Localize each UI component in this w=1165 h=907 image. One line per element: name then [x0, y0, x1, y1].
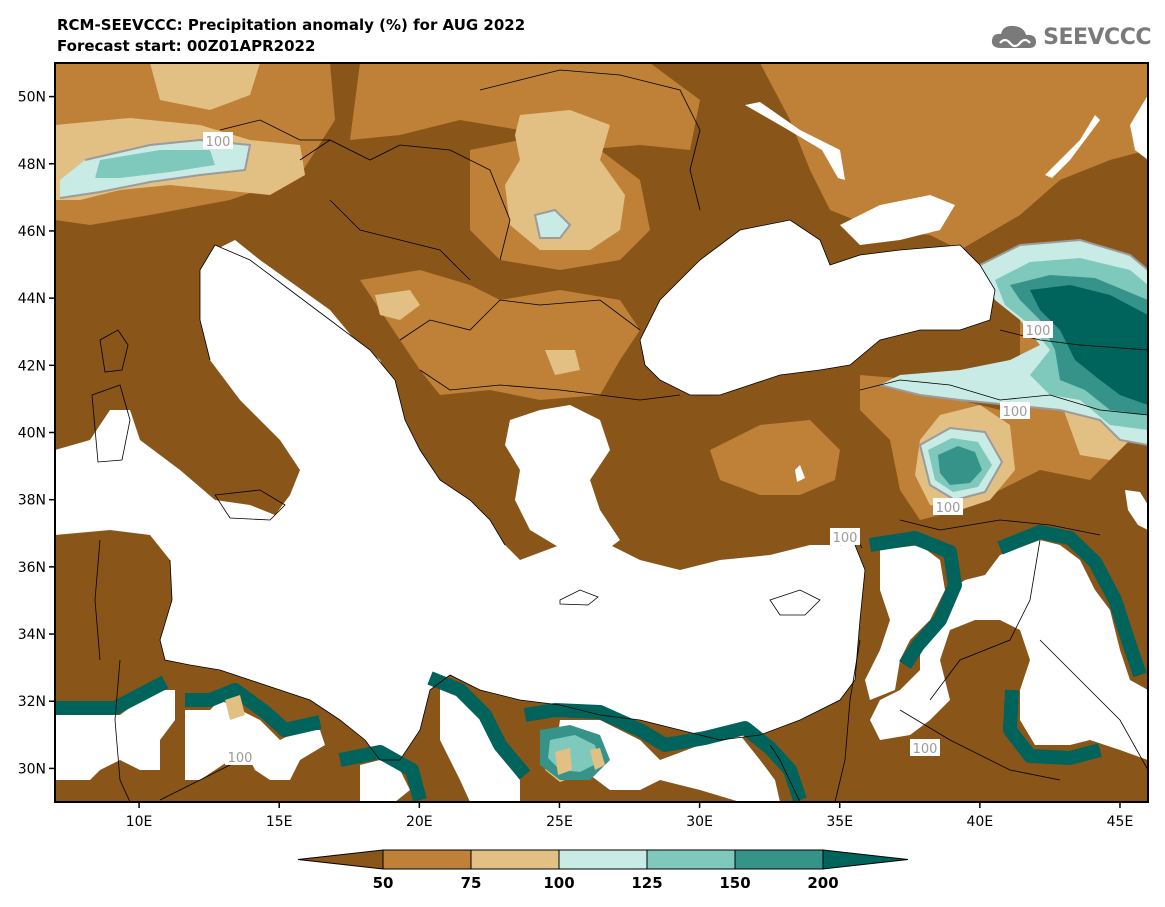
colorbar-level-label: 50	[372, 874, 394, 892]
contour-label: 100	[933, 498, 963, 516]
lon-tick-label: 15E	[266, 814, 293, 830]
colorbar-segment	[470, 849, 560, 870]
svg-text:100: 100	[228, 751, 253, 766]
lon-tick-label: 30E	[686, 814, 713, 830]
logo-text: SEEVCCC	[1043, 24, 1151, 50]
colorbar-level-label: 200	[807, 874, 839, 892]
colorbar-segment	[734, 849, 824, 870]
colorbar-segment	[382, 849, 472, 870]
seevccc-logo: SEEVCCC	[989, 22, 1151, 52]
contour-label: 100	[1023, 321, 1053, 339]
lat-tick-label: 36N	[18, 560, 46, 576]
lat-tick-label: 30N	[18, 761, 46, 777]
lat-tick-label: 46N	[18, 224, 46, 240]
lat-tick-label: 32N	[18, 694, 46, 710]
lat-tick-label: 48N	[18, 157, 46, 173]
lon-tick-label: 25E	[546, 814, 573, 830]
contour-label: 100	[203, 132, 233, 150]
desert-dry-spots	[225, 695, 605, 775]
cloud-icon	[992, 25, 1037, 48]
lat-tick-label: 50N	[18, 90, 46, 106]
svg-text:100: 100	[913, 742, 938, 757]
anomaly-over-200	[1030, 285, 1148, 405]
lat-tick-label: 44N	[18, 291, 46, 307]
colorbar	[297, 849, 909, 870]
colorbar-high-arrow	[822, 849, 909, 870]
contour-label: 100	[225, 748, 255, 766]
forecast-start-label: Forecast start: 00Z01APR2022	[57, 37, 316, 55]
lat-tick-label: 38N	[18, 493, 46, 509]
map-title: RCM-SEEVCCC: Precipitation anomaly (%) f…	[57, 16, 526, 34]
svg-text:100: 100	[206, 135, 231, 150]
colorbar-segment	[646, 849, 736, 870]
lat-tick-label: 40N	[18, 426, 46, 442]
colorbar-level-label: 100	[543, 874, 575, 892]
svg-text:100: 100	[833, 531, 858, 546]
lon-tick-label: 10E	[126, 814, 153, 830]
colorbar-level-label: 75	[460, 874, 482, 892]
svg-text:100: 100	[1003, 405, 1028, 420]
lat-tick-label: 42N	[18, 358, 46, 374]
contour-label: 100	[1000, 402, 1030, 420]
map-field	[55, 63, 1148, 802]
lon-tick-label: 40E	[967, 814, 994, 830]
lon-tick-label: 45E	[1107, 814, 1134, 830]
contour-label: 100	[910, 739, 940, 757]
sea-mask	[55, 95, 1148, 760]
axis-tick-labels: 30N 32N 34N 36N 38N 40N 42N 44N 46N 48N 50N 10E 15E 2…	[18, 90, 1134, 830]
lon-tick-label: 20E	[406, 814, 433, 830]
svg-text:100: 100	[936, 501, 961, 516]
svg-text:100: 100	[1026, 324, 1051, 339]
contour-labels: 100 100 100 100 100 100 100	[203, 132, 1053, 766]
desert-fringe	[55, 525, 1147, 802]
lat-tick-label: 34N	[18, 627, 46, 643]
lon-tick-label: 35E	[826, 814, 853, 830]
axis-ticks	[49, 95, 1121, 808]
colorbar-segment	[558, 849, 648, 870]
contour-100	[59, 138, 1148, 502]
colorbar-level-label: 125	[631, 874, 663, 892]
colorbar-level-label: 150	[719, 874, 751, 892]
colorbar-low-arrow	[297, 849, 384, 870]
contour-label: 100	[830, 528, 860, 546]
